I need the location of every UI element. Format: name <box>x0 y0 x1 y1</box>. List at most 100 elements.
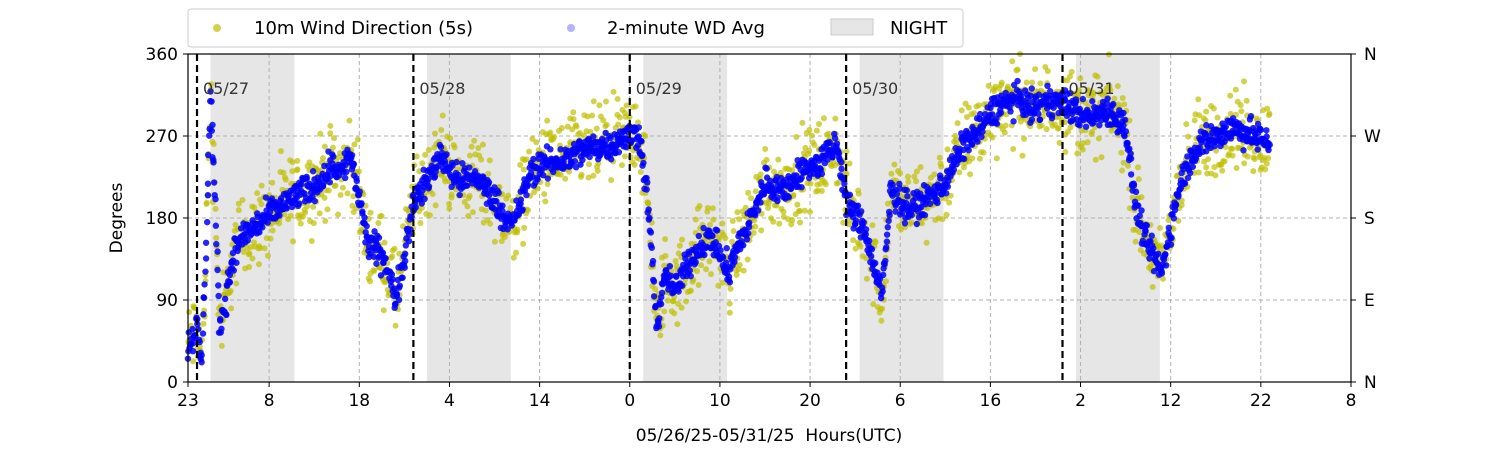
data-point <box>1120 109 1127 117</box>
data-point <box>870 301 877 308</box>
data-point <box>811 141 818 148</box>
y-axis-title: Degrees <box>107 182 127 253</box>
data-point <box>198 352 205 359</box>
data-point <box>1036 116 1044 123</box>
data-point <box>840 219 847 226</box>
data-point <box>190 339 197 347</box>
data-point <box>547 129 554 136</box>
data-point <box>208 98 215 105</box>
data-point <box>456 191 463 199</box>
data-point <box>200 294 208 302</box>
data-point <box>846 191 854 199</box>
data-point <box>294 166 301 173</box>
data-point <box>1044 68 1051 75</box>
data-point <box>517 196 525 203</box>
data-point <box>280 169 287 176</box>
data-point <box>789 167 796 174</box>
data-point <box>1067 124 1074 131</box>
data-point <box>586 161 593 168</box>
data-point <box>857 243 864 250</box>
data-point <box>706 221 713 228</box>
data-point <box>965 104 972 111</box>
data-point <box>797 219 804 226</box>
data-point <box>710 216 717 223</box>
data-point <box>1178 202 1185 209</box>
data-point <box>1181 180 1189 187</box>
data-point <box>1155 250 1162 257</box>
data-point <box>798 174 805 181</box>
x-tick-label-12: 22 <box>1250 391 1272 411</box>
data-point <box>603 121 610 128</box>
data-point <box>1074 150 1081 157</box>
data-point <box>944 183 951 190</box>
data-point <box>649 257 657 265</box>
data-point <box>1205 156 1212 163</box>
data-point <box>1163 262 1170 269</box>
data-point <box>713 227 721 234</box>
data-point <box>341 174 349 182</box>
data-point <box>334 211 341 218</box>
data-point <box>1233 165 1240 172</box>
data-point <box>683 298 690 305</box>
data-point <box>1250 168 1257 175</box>
data-point <box>730 228 737 235</box>
right-tick-label-4: N <box>1364 45 1377 65</box>
data-point <box>521 224 528 231</box>
data-point <box>933 189 940 197</box>
data-point <box>855 190 862 197</box>
data-point <box>442 178 449 185</box>
y-tick-label-2: 180 <box>146 209 178 229</box>
data-point <box>975 102 982 109</box>
data-point <box>1146 255 1153 262</box>
data-point <box>1095 135 1102 142</box>
data-point <box>833 140 841 147</box>
data-point <box>1019 152 1026 159</box>
data-point <box>698 262 705 269</box>
data-point <box>366 278 373 285</box>
data-point <box>1127 150 1134 157</box>
data-point <box>835 179 842 186</box>
data-point <box>589 112 596 119</box>
data-point <box>526 148 533 155</box>
data-point <box>189 325 196 333</box>
data-point <box>869 222 876 229</box>
data-point <box>256 229 263 236</box>
data-point <box>704 204 711 211</box>
y-tick-label-1: 90 <box>156 291 178 311</box>
data-point <box>751 217 758 224</box>
data-point <box>391 245 398 252</box>
data-point <box>1135 164 1142 171</box>
data-point <box>1138 194 1145 201</box>
data-point <box>1136 212 1143 219</box>
data-point <box>310 203 317 210</box>
data-point <box>1136 229 1143 236</box>
data-point <box>402 257 409 265</box>
data-point <box>464 203 471 210</box>
data-point <box>962 100 969 107</box>
data-point <box>667 272 675 279</box>
data-point <box>541 191 548 198</box>
data-point <box>1157 225 1164 232</box>
data-point <box>594 167 601 174</box>
data-point <box>720 279 727 286</box>
data-point <box>785 193 793 201</box>
data-point <box>596 102 603 109</box>
data-point <box>1082 123 1090 130</box>
data-point <box>557 146 564 153</box>
data-point <box>485 192 493 199</box>
data-point <box>687 272 694 280</box>
data-point <box>1072 98 1080 105</box>
data-point <box>854 202 862 209</box>
data-point <box>264 219 271 226</box>
data-point <box>208 127 215 134</box>
data-point <box>1090 89 1097 96</box>
data-point <box>259 224 266 231</box>
data-point <box>1127 155 1135 162</box>
data-point <box>213 240 220 248</box>
data-point <box>200 311 207 318</box>
data-point <box>1038 122 1045 129</box>
data-point <box>1240 147 1247 154</box>
data-point <box>610 88 617 95</box>
data-point <box>332 182 339 189</box>
data-point <box>1068 68 1075 75</box>
